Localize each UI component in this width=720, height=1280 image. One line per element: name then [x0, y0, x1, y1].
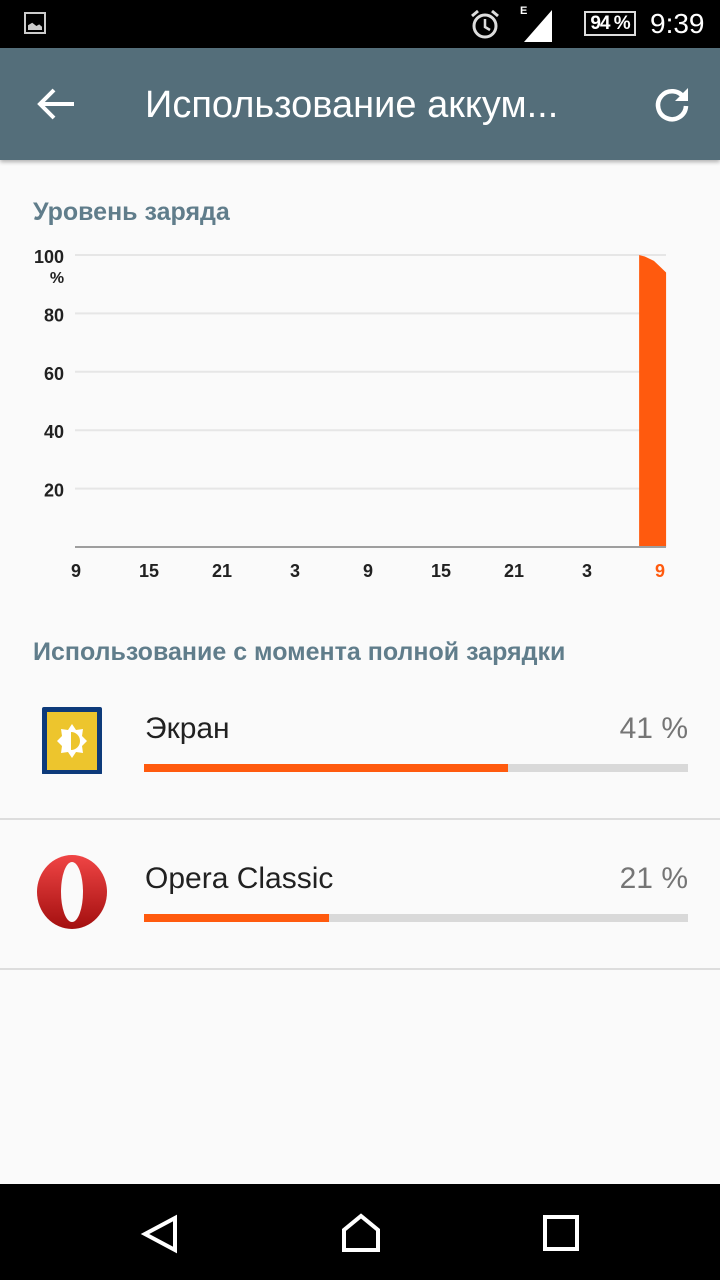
x-tick-label: 3 [290, 561, 300, 581]
usage-item-opera[interactable]: Opera Classic 21 % [0, 822, 720, 970]
x-tick-label: 15 [431, 561, 451, 581]
clock: 9:39 [650, 8, 705, 39]
battery-level-area [639, 255, 667, 547]
status-bar: E 94 % 9:39 [0, 0, 720, 48]
page-title: Использование аккум... [145, 84, 559, 126]
battery-level-chart: 20 40 60 80 100% 9 15 21 3 9 15 21 3 9 [34, 247, 667, 581]
usage-bar [144, 764, 688, 772]
x-tick-label: 21 [212, 561, 232, 581]
y-axis-unit: % [50, 270, 64, 287]
image-notification-icon [24, 12, 46, 34]
y-tick-label: 60 [44, 364, 64, 384]
x-tick-label: 15 [139, 561, 159, 581]
chart-title: Уровень заряда [33, 198, 230, 226]
app-bar: Использование аккум... [0, 48, 720, 160]
x-tick-label: 9 [71, 561, 81, 581]
navigation-bar [0, 1184, 720, 1280]
home-icon[interactable] [340, 1212, 382, 1254]
x-tick-label: 21 [504, 561, 524, 581]
app-name: Opera Classic [145, 862, 334, 895]
usage-section-title: Использование с момента полной зарядки [33, 638, 566, 666]
signal-icon: E [520, 5, 552, 42]
recents-icon[interactable] [542, 1214, 580, 1252]
x-tick-label: 9 [655, 561, 665, 581]
y-tick-label: 80 [44, 305, 64, 325]
x-tick-label: 3 [582, 561, 592, 581]
opera-icon [37, 855, 107, 929]
network-type: E [520, 5, 527, 17]
screen-brightness-icon [42, 707, 102, 774]
usage-percent: 41 % [619, 712, 688, 745]
app-name: Экран [145, 712, 230, 745]
usage-bar [144, 914, 688, 922]
y-tick-label: 100 [34, 247, 64, 267]
usage-bar-fill [144, 764, 509, 772]
alarm-icon [471, 9, 499, 39]
usage-item-screen[interactable]: Экран 41 % [0, 672, 720, 820]
usage-bar-fill [144, 914, 329, 922]
y-tick-label: 40 [44, 422, 64, 442]
y-tick-label: 20 [44, 481, 64, 501]
battery-indicator: 94 % [584, 11, 636, 36]
x-tick-label: 9 [363, 561, 373, 581]
usage-percent: 21 % [619, 862, 688, 895]
back-triangle-icon[interactable] [140, 1214, 180, 1254]
arrow-back-icon[interactable] [36, 86, 76, 122]
refresh-icon[interactable] [652, 84, 692, 124]
